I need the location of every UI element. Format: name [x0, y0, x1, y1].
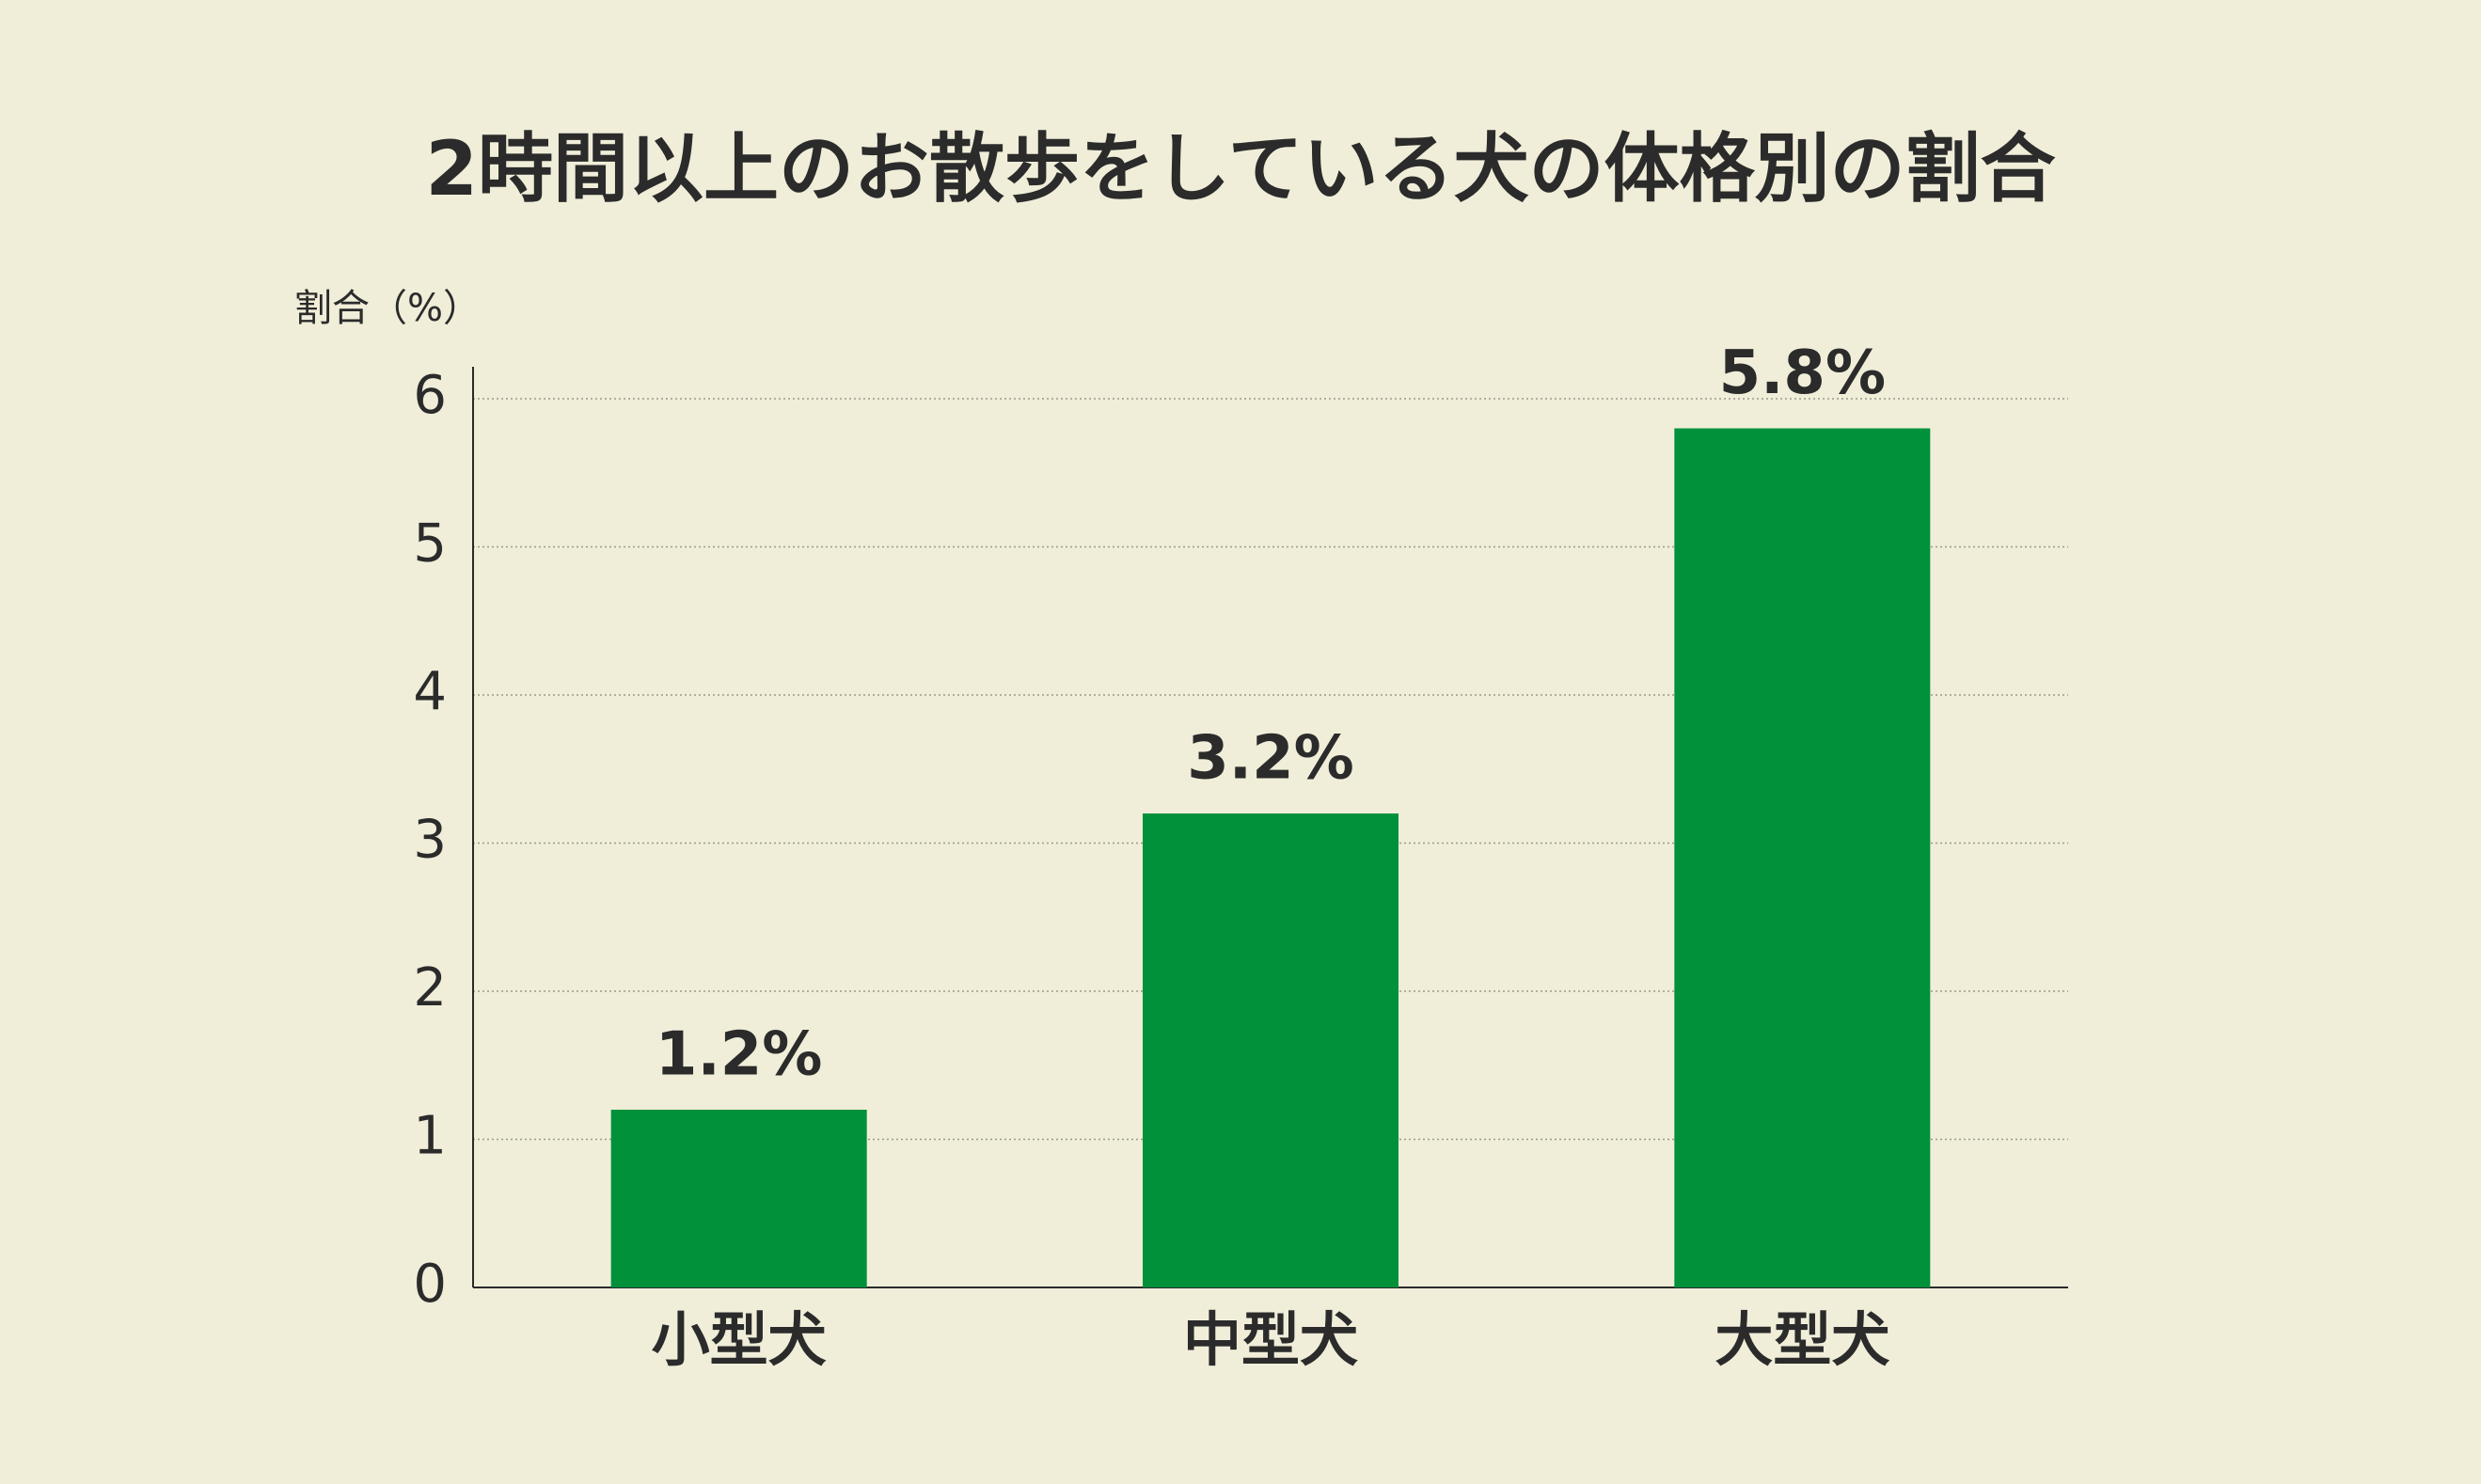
y-tick-label: 2	[413, 957, 447, 1018]
x-tick-label: 大型犬	[1715, 1305, 1889, 1374]
x-tick-label: 小型犬	[652, 1305, 827, 1374]
bar	[610, 1110, 867, 1287]
y-tick-label: 0	[413, 1254, 447, 1315]
value-label: 5.8%	[1719, 339, 1887, 408]
y-tick-label: 4	[413, 661, 447, 722]
y-tick-label: 1	[413, 1106, 447, 1167]
y-tick-label: 6	[413, 365, 447, 426]
y-tick-label: 5	[413, 513, 447, 575]
value-label: 1.2%	[656, 1020, 823, 1090]
value-label: 3.2%	[1187, 724, 1354, 794]
x-tick-label: 中型犬	[1183, 1305, 1358, 1374]
chart-title: 2時間以上のお散歩をしている犬の体格別の割合	[425, 125, 2055, 213]
y-tick-label: 3	[413, 810, 447, 871]
bar	[1674, 428, 1931, 1287]
bar	[1143, 813, 1399, 1287]
y-axis-label: 割合（%）	[294, 287, 481, 330]
